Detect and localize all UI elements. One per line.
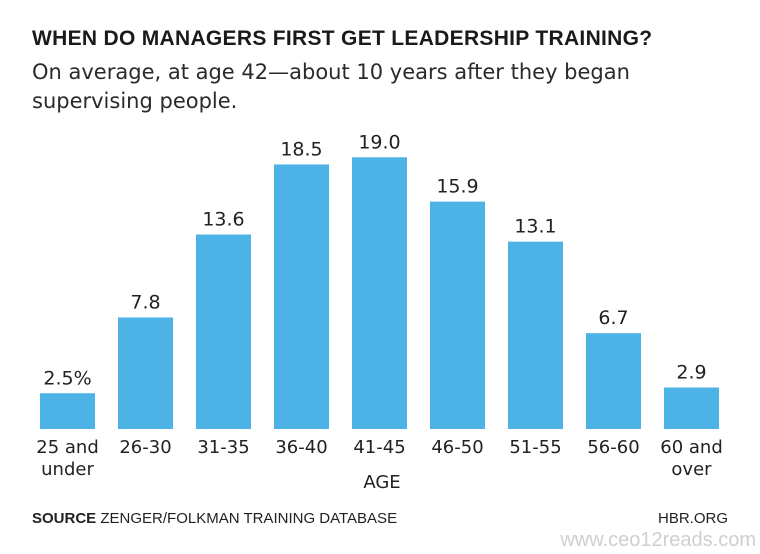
chart-title: WHEN DO MANAGERS FIRST GET LEADERSHIP TR… bbox=[32, 27, 653, 50]
publisher-name: HBR.ORG bbox=[657, 510, 728, 527]
footer: SOURCE ZENGER/FOLKMAN TRAINING DATABASE … bbox=[32, 510, 728, 527]
x-tick-label: 26-30 bbox=[119, 437, 171, 458]
bar-value-label: 2.5% bbox=[43, 367, 91, 389]
bar-value-label: 13.6 bbox=[202, 209, 244, 231]
x-tick-label: over bbox=[671, 459, 712, 480]
x-tick-label: 25 and bbox=[36, 437, 99, 458]
watermark: www.ceo12reads.com bbox=[560, 529, 756, 551]
x-tick-label: 60 and bbox=[660, 437, 723, 458]
x-tick-label: 51-55 bbox=[509, 437, 561, 458]
bar bbox=[352, 157, 407, 430]
bar-value-label: 18.5 bbox=[280, 138, 322, 160]
x-tick-label: under bbox=[41, 459, 94, 480]
bar-value-label: 7.8 bbox=[130, 291, 160, 313]
bar-value-label: 13.1 bbox=[514, 216, 556, 238]
source-label: SOURCE bbox=[32, 510, 97, 527]
x-tick-label: 56-60 bbox=[587, 437, 639, 458]
bar-value-label: 19.0 bbox=[358, 131, 400, 153]
bar bbox=[118, 317, 173, 429]
x-tick-label: 46-50 bbox=[431, 437, 483, 458]
bar-value-label: 6.7 bbox=[598, 307, 628, 329]
bar-value-label: 2.9 bbox=[676, 362, 706, 384]
source-text: ZENGER/FOLKMAN TRAINING DATABASE bbox=[100, 510, 398, 527]
chart-subtitle: On average, at age 42—about 10 years aft… bbox=[32, 60, 630, 113]
bar bbox=[430, 201, 485, 429]
bar bbox=[664, 387, 719, 429]
bar bbox=[586, 333, 641, 429]
bar bbox=[40, 393, 95, 429]
x-axis-title: AGE bbox=[363, 472, 400, 493]
bar bbox=[508, 241, 563, 429]
bar-value-label: 15.9 bbox=[436, 176, 478, 198]
bar bbox=[196, 234, 251, 429]
x-tick-label: 31-35 bbox=[197, 437, 249, 458]
x-tick-label: 41-45 bbox=[353, 437, 405, 458]
x-tick-label: 36-40 bbox=[275, 437, 327, 458]
bar bbox=[274, 164, 329, 429]
